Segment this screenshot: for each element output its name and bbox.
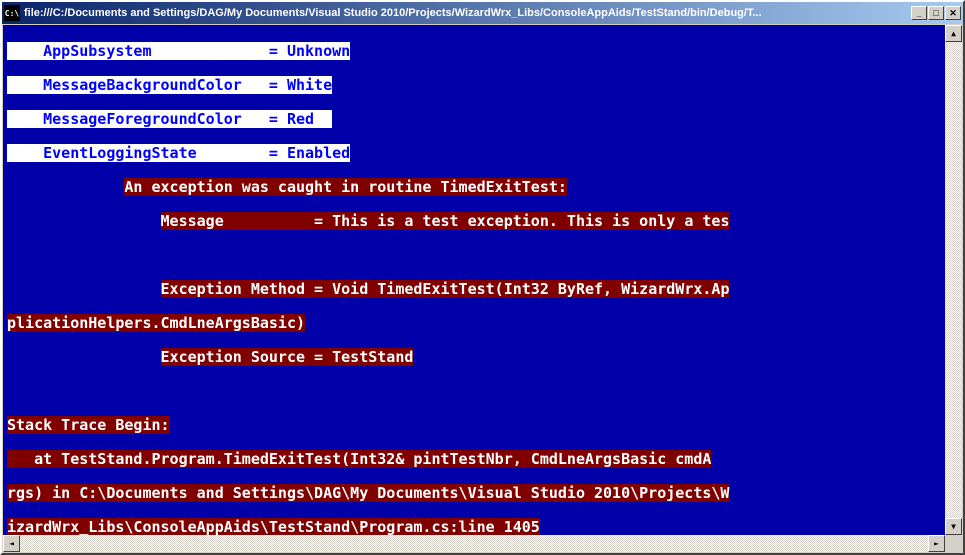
prop-key: MessageBackgroundColor [7,76,260,94]
prop-val: Unknown [287,42,350,60]
console-output: AppSubsystem = Unknown MessageBackground… [3,25,945,535]
err-msg-label: Message = [161,212,333,230]
err-pad [7,348,161,366]
prop-key: EventLoggingState [7,144,260,162]
prop-val: Enabled [287,144,350,162]
scroll-track[interactable] [945,42,962,518]
prop-key: MessageForegroundColor [7,110,260,128]
prop-eq: = [260,42,287,60]
err-header: An exception was caught in routine Timed… [124,178,567,196]
console-window: C:\ file:///C:/Documents and Settings/DA… [0,0,965,555]
scroll-down-button[interactable]: ▼ [945,518,962,535]
close-button[interactable]: ✕ [945,6,961,20]
stack-line: izardWrx_Libs\ConsoleAppAids\TestStand\P… [7,518,540,535]
client-area: AppSubsystem = Unknown MessageBackground… [2,24,963,553]
window-title: file:///C:/Documents and Settings/DAG/My… [24,7,911,19]
prop-val: Red [287,110,314,128]
err-source: Exception Source = TestStand [161,348,414,366]
scroll-track[interactable] [20,535,928,552]
maximize-button[interactable]: □ [928,6,944,20]
scroll-up-button[interactable]: ▲ [945,25,962,42]
prop-key: AppSubsystem [7,42,260,60]
err-pad [7,178,124,196]
window-controls: _ □ ✕ [911,6,961,20]
titlebar[interactable]: C:\ file:///C:/Documents and Settings/DA… [2,2,963,24]
err-msg: This is a test exception. This is only a… [332,212,729,230]
stack-line: at TestStand.Program.TimedExitTest(Int32… [7,450,711,468]
scroll-left-button[interactable]: ◄ [3,535,20,552]
minimize-button[interactable]: _ [911,6,927,20]
prop-val: White [287,76,332,94]
err-method-1: Exception Method = Void TimedExitTest(In… [161,280,730,298]
stack-begin: Stack Trace Begin: [7,416,170,434]
vertical-scrollbar[interactable]: ▲ ▼ [945,25,962,535]
stack-line: rgs) in C:\Documents and Settings\DAG\My… [7,484,729,502]
prop-eq: = [260,76,287,94]
err-pad [7,280,161,298]
err-method-2: plicationHelpers.CmdLneArgsBasic) [7,314,305,332]
err-pad [7,212,161,230]
content-row: AppSubsystem = Unknown MessageBackground… [3,25,962,535]
horizontal-scrollbar[interactable]: ◄ ► [3,535,962,552]
prop-eq: = [260,144,287,162]
prop-eq: = [260,110,287,128]
scroll-right-button[interactable]: ► [928,535,945,552]
app-icon: C:\ [4,5,20,21]
scroll-corner [945,535,962,552]
